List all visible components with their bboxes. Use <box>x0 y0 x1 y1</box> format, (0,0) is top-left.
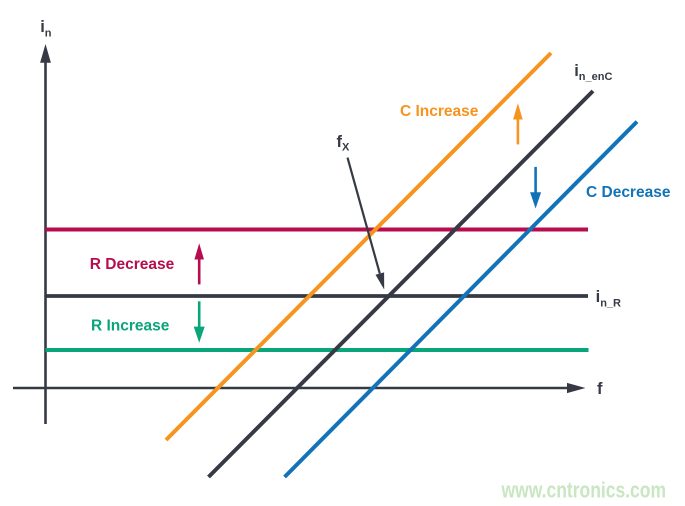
svg-text:www.cntronics.com: www.cntronics.com <box>501 477 666 502</box>
svg-text:in: in <box>40 18 52 40</box>
svg-text:R Decrease: R Decrease <box>90 256 175 273</box>
svg-text:C Increase: C Increase <box>400 103 479 120</box>
svg-text:f: f <box>597 380 603 398</box>
svg-text:R Increase: R Increase <box>91 318 170 335</box>
svg-text:C Decrease: C Decrease <box>586 184 671 201</box>
